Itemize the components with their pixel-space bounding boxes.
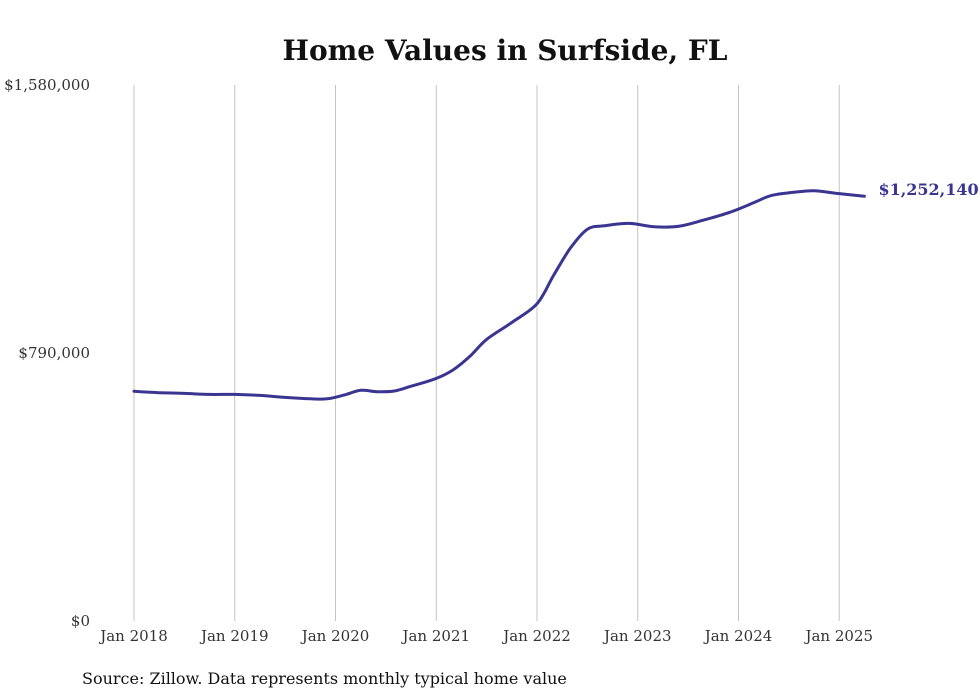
y-tick-label: $1,580,000 [4,76,90,94]
y-tick-label: $790,000 [18,344,90,362]
x-tick-label: Jan 2022 [501,627,571,645]
vertical-gridlines [133,85,840,621]
x-tick-label: Jan 2019 [199,627,269,645]
x-axis-ticks: Jan 2018 Jan 2019 Jan 2020 Jan 2021 Jan 2022… [98,627,873,645]
x-tick-label: Jan 2018 [98,627,168,645]
x-tick-label: Jan 2020 [300,627,370,645]
x-tick-label: Jan 2021 [400,627,470,645]
x-tick-label: Jan 2025 [803,627,873,645]
chart-title: Home Values in Surfside, FL [283,34,728,67]
home-value-line [132,189,866,401]
y-axis-ticks: $0 $790,000 $1,580,000 [4,76,90,630]
y-tick-label: $0 [71,612,90,630]
x-tick-label: Jan 2024 [703,627,773,645]
x-tick-label: Jan 2023 [602,627,672,645]
source-note: Source: Zillow. Data represents monthly … [82,669,567,688]
latest-value-label: $1,252,140 [878,180,978,199]
